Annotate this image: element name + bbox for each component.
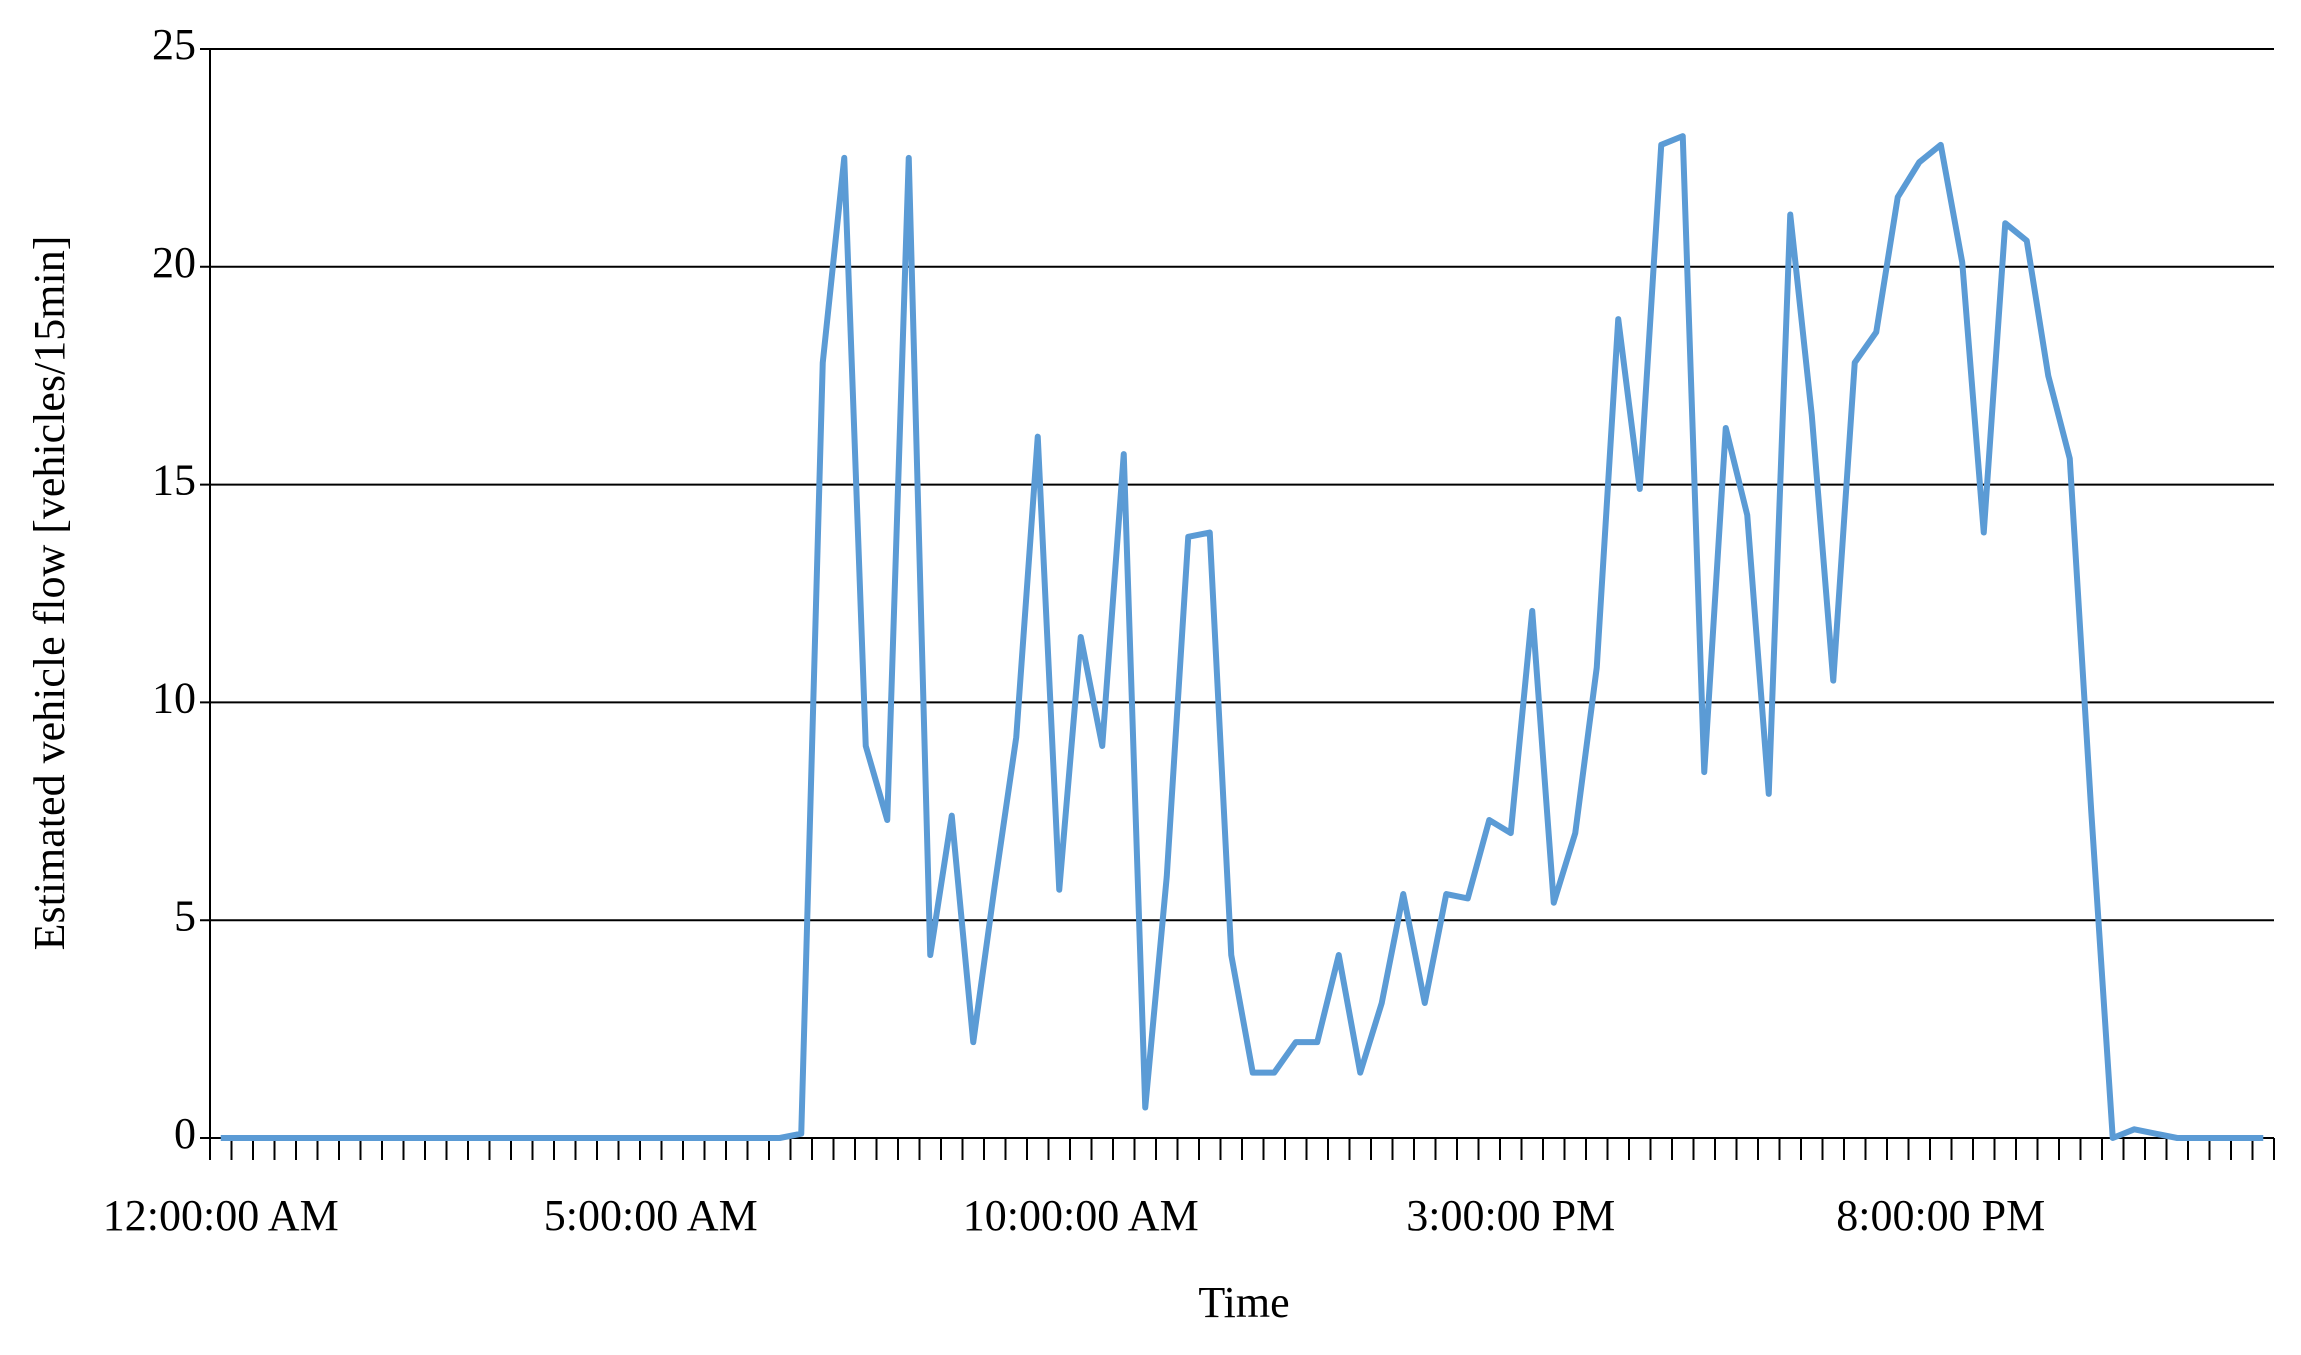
x-tick-label: 8:00:00 PM <box>1836 1191 2045 1240</box>
y-tick-label: 0 <box>174 1109 196 1158</box>
x-tick-label: 3:00:00 PM <box>1406 1191 1615 1240</box>
x-tick-label: 10:00:00 AM <box>963 1191 1199 1240</box>
y-tick-label: 20 <box>152 238 196 287</box>
x-tick-label: 12:00:00 AM <box>103 1191 339 1240</box>
x-tick-label: 5:00:00 AM <box>544 1191 758 1240</box>
x-axis-title: Time <box>1198 1278 1289 1327</box>
y-tick-label: 25 <box>152 20 196 69</box>
y-tick-label: 10 <box>152 673 196 722</box>
y-tick-label: 5 <box>174 891 196 940</box>
data-line <box>220 133 2264 1141</box>
y-tick-label: 15 <box>152 456 196 505</box>
y-axis-title: Estimated vehicle flow [vehicles/15min] <box>25 236 74 951</box>
